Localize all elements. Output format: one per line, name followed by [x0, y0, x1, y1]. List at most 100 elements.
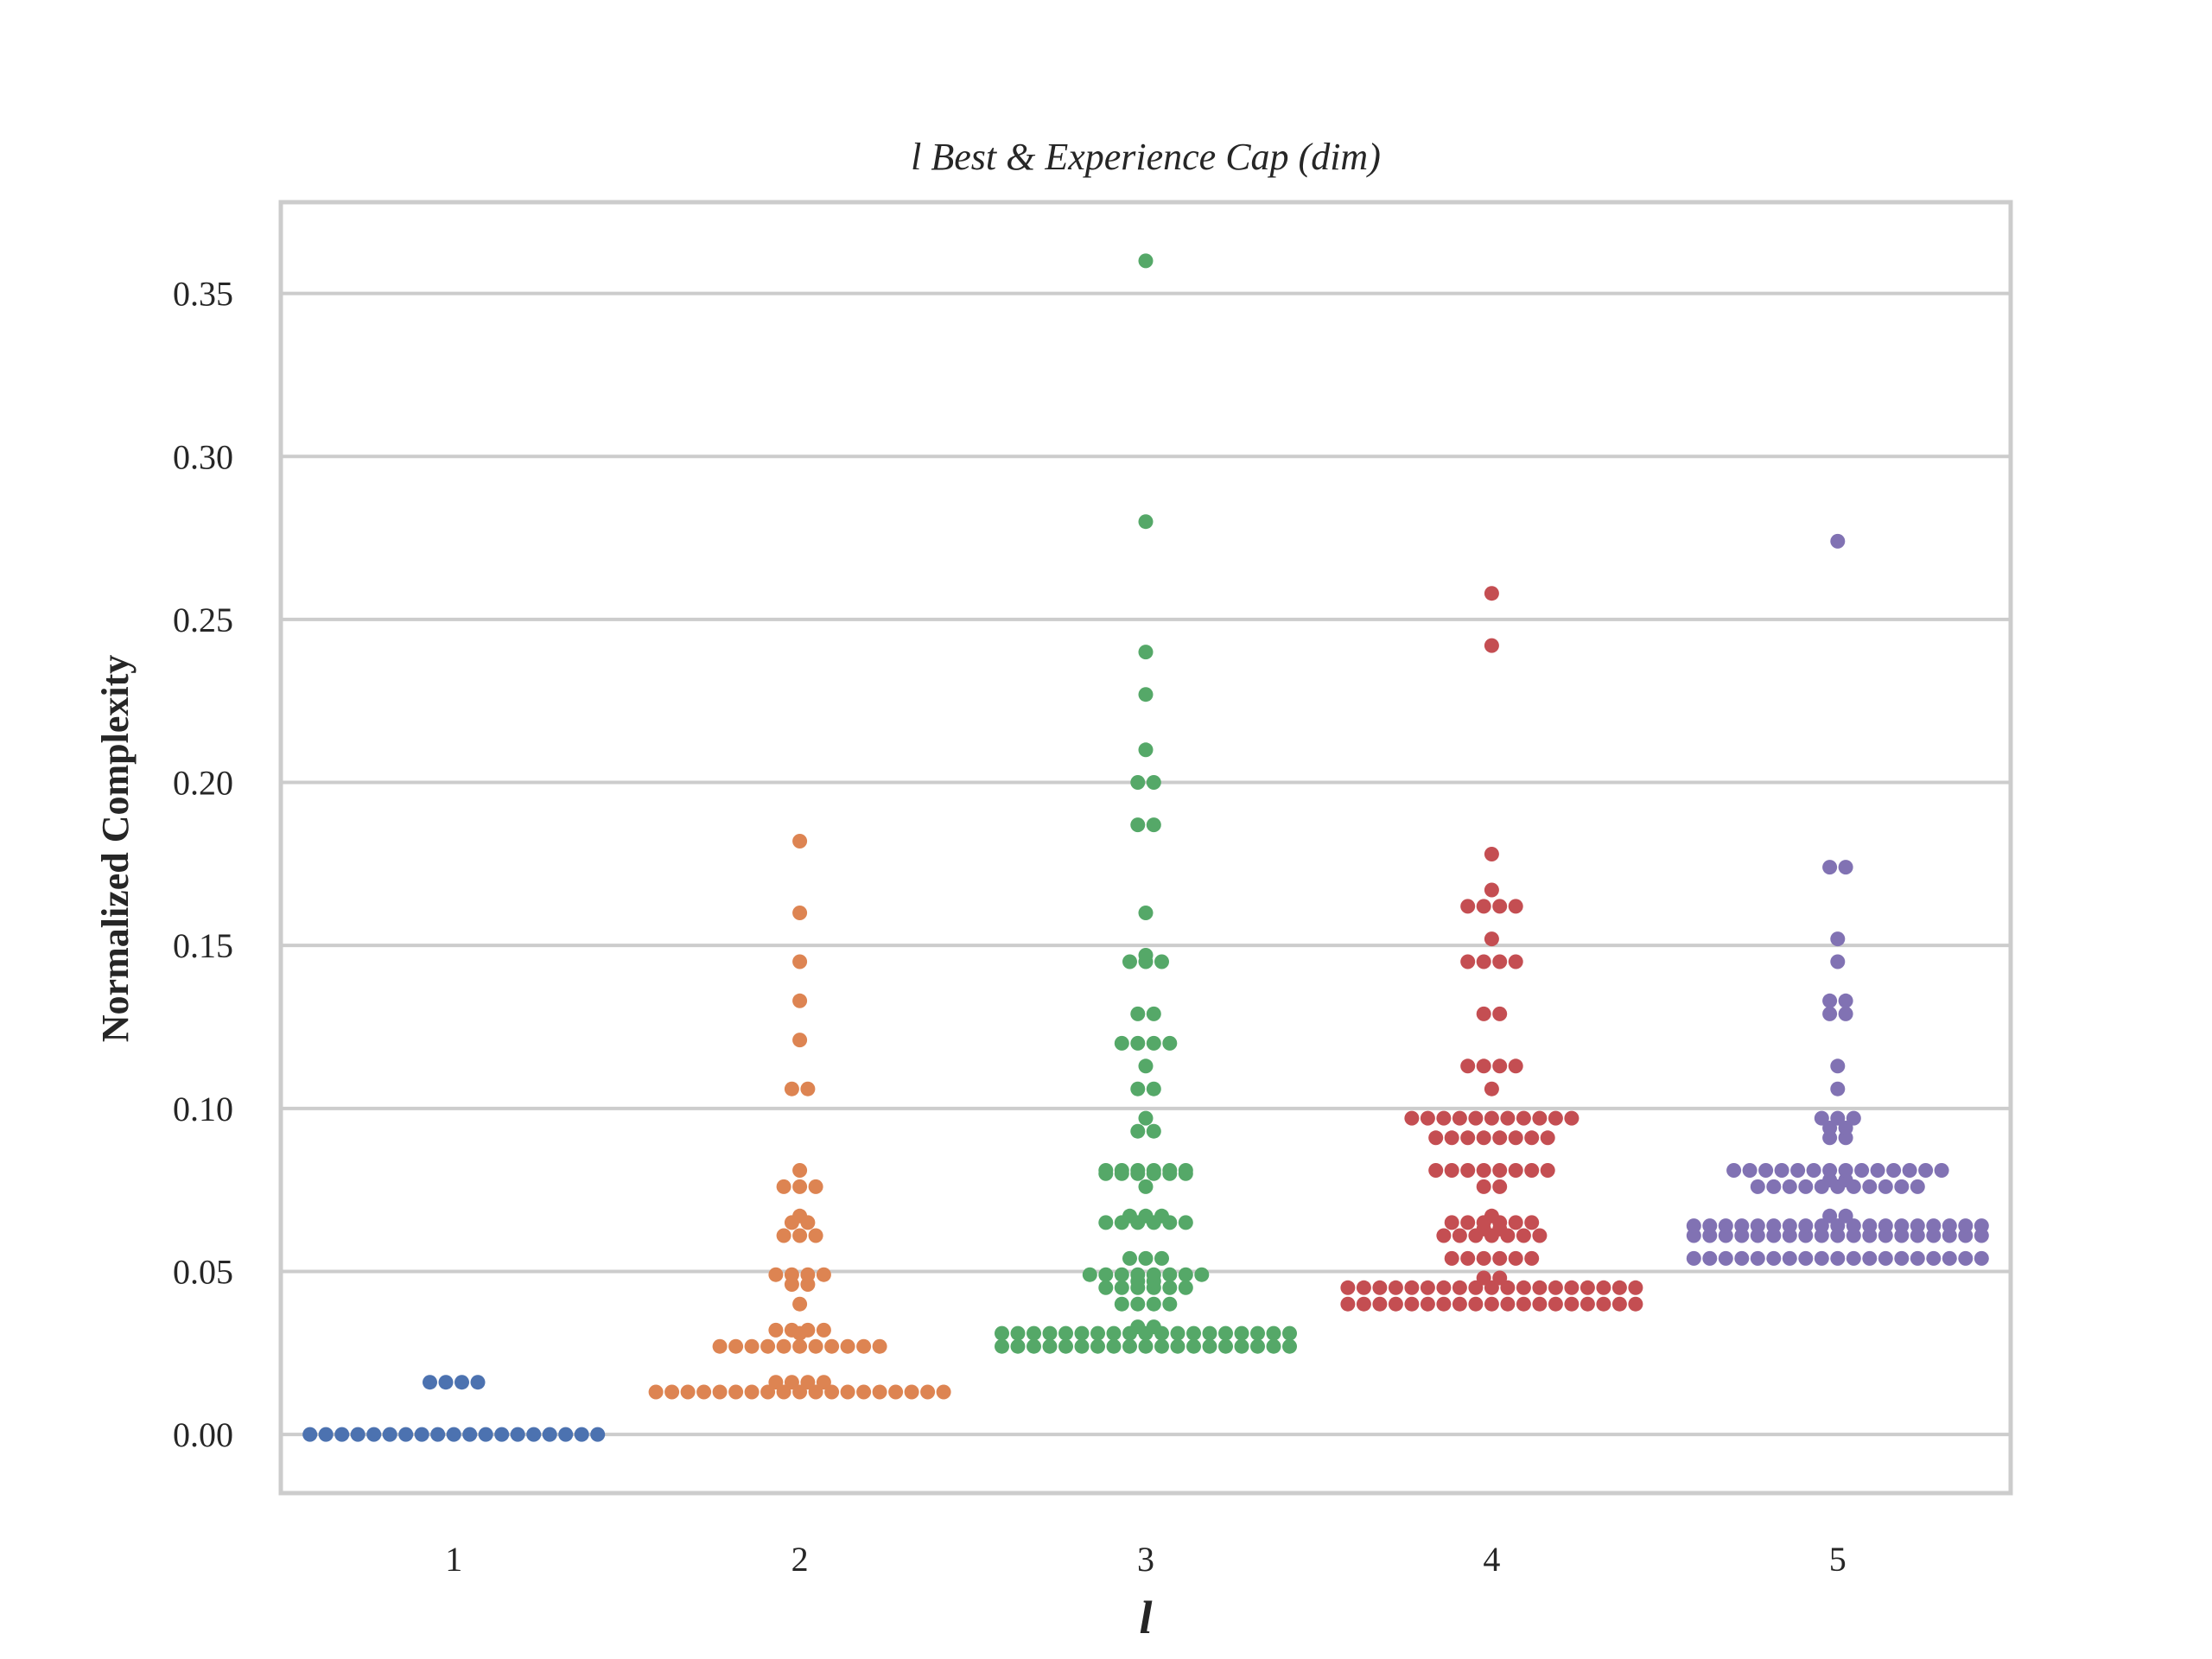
data-point: [1516, 1228, 1531, 1243]
data-point: [1500, 1280, 1516, 1295]
data-point: [1138, 948, 1154, 963]
data-point: [1154, 1338, 1169, 1354]
data-point: [1958, 1250, 1974, 1266]
data-point: [1420, 1280, 1435, 1295]
data-point: [1340, 1296, 1356, 1312]
data-point: [1702, 1218, 1718, 1234]
data-point: [856, 1384, 872, 1400]
data-point: [1750, 1250, 1765, 1266]
data-point: [776, 1228, 791, 1243]
data-point: [542, 1427, 557, 1442]
data-point: [1750, 1179, 1765, 1194]
data-point: [1492, 1179, 1508, 1194]
data-point: [1114, 1035, 1129, 1051]
data-point: [1162, 1267, 1178, 1282]
data-point: [1718, 1250, 1733, 1266]
data-point: [1798, 1179, 1814, 1194]
data-point: [1042, 1338, 1058, 1354]
data-point: [1388, 1296, 1403, 1312]
data-point: [840, 1384, 855, 1400]
data-point: [1782, 1179, 1797, 1194]
data-point: [1420, 1110, 1435, 1126]
data-point: [1436, 1228, 1452, 1243]
data-point: [792, 1384, 808, 1400]
data-point: [1516, 1280, 1531, 1295]
data-point: [1766, 1218, 1782, 1234]
data-point: [1460, 1130, 1476, 1146]
data-point: [1532, 1296, 1548, 1312]
data-point: [1926, 1218, 1942, 1234]
y-tick-label: 0.15: [173, 926, 233, 965]
data-point: [1878, 1218, 1893, 1234]
data-point: [1958, 1218, 1974, 1234]
data-point: [510, 1427, 525, 1442]
data-point: [423, 1375, 437, 1390]
data-point: [1516, 1296, 1531, 1312]
data-point: [1266, 1325, 1281, 1341]
x-tick-labels: 1 2 3 4 5: [445, 1540, 1847, 1579]
data-point: [712, 1338, 728, 1354]
data-point: [1420, 1296, 1435, 1312]
data-point: [784, 1322, 799, 1338]
data-point: [1027, 1325, 1041, 1341]
data-point: [1010, 1325, 1026, 1341]
data-point: [792, 834, 808, 849]
data-point: [792, 1033, 808, 1048]
data-point: [1436, 1110, 1452, 1126]
data-point: [808, 1338, 823, 1354]
data-point: [776, 1338, 791, 1354]
data-point: [792, 1179, 808, 1194]
data-point: [1500, 1296, 1516, 1312]
data-point: [1878, 1179, 1893, 1194]
data-point: [1178, 1215, 1193, 1230]
data-point: [1146, 1006, 1161, 1021]
data-point: [1452, 1110, 1467, 1126]
data-point: [1580, 1280, 1595, 1295]
data-point: [1508, 1215, 1523, 1230]
data-point: [1830, 954, 1846, 969]
data-point: [1090, 1338, 1105, 1354]
data-point: [1484, 882, 1499, 898]
data-point: [1460, 1058, 1476, 1074]
data-point: [1942, 1218, 1957, 1234]
data-point: [1508, 1163, 1523, 1178]
data-point: [1508, 954, 1523, 969]
data-point: [1508, 899, 1523, 914]
data-point: [1718, 1218, 1733, 1234]
data-point: [1910, 1218, 1925, 1234]
data-point: [334, 1427, 350, 1442]
data-point: [1130, 1319, 1146, 1335]
data-point: [1282, 1338, 1297, 1354]
data-point: [1758, 1163, 1774, 1178]
data-point: [648, 1384, 664, 1400]
data-point: [1202, 1338, 1217, 1354]
data-point: [1452, 1296, 1467, 1312]
data-point: [776, 1384, 791, 1400]
data-point: [1596, 1296, 1611, 1312]
data-point: [1186, 1338, 1201, 1354]
data-point: [1750, 1218, 1765, 1234]
data-point: [1830, 1218, 1846, 1234]
data-point: [1702, 1250, 1718, 1266]
data-point: [366, 1427, 382, 1442]
data-point: [1516, 1110, 1531, 1126]
data-point: [1234, 1338, 1249, 1354]
data-point: [1170, 1325, 1185, 1341]
data-point: [664, 1384, 680, 1400]
x-axis-label: l: [1139, 1592, 1152, 1643]
data-point: [784, 1081, 799, 1096]
data-point: [1476, 1270, 1491, 1286]
data-point: [1114, 1280, 1129, 1295]
data-point: [1814, 1250, 1829, 1266]
data-point: [1830, 1081, 1846, 1096]
data-point: [1356, 1280, 1371, 1295]
data-point: [995, 1338, 1009, 1354]
data-point: [1902, 1163, 1917, 1178]
data-point: [1742, 1163, 1758, 1178]
data-point: [1926, 1250, 1942, 1266]
data-point: [1782, 1218, 1797, 1234]
data-point: [1484, 1208, 1499, 1224]
data-point: [1508, 1058, 1523, 1074]
data-point: [728, 1384, 744, 1400]
data-point: [1098, 1215, 1114, 1230]
